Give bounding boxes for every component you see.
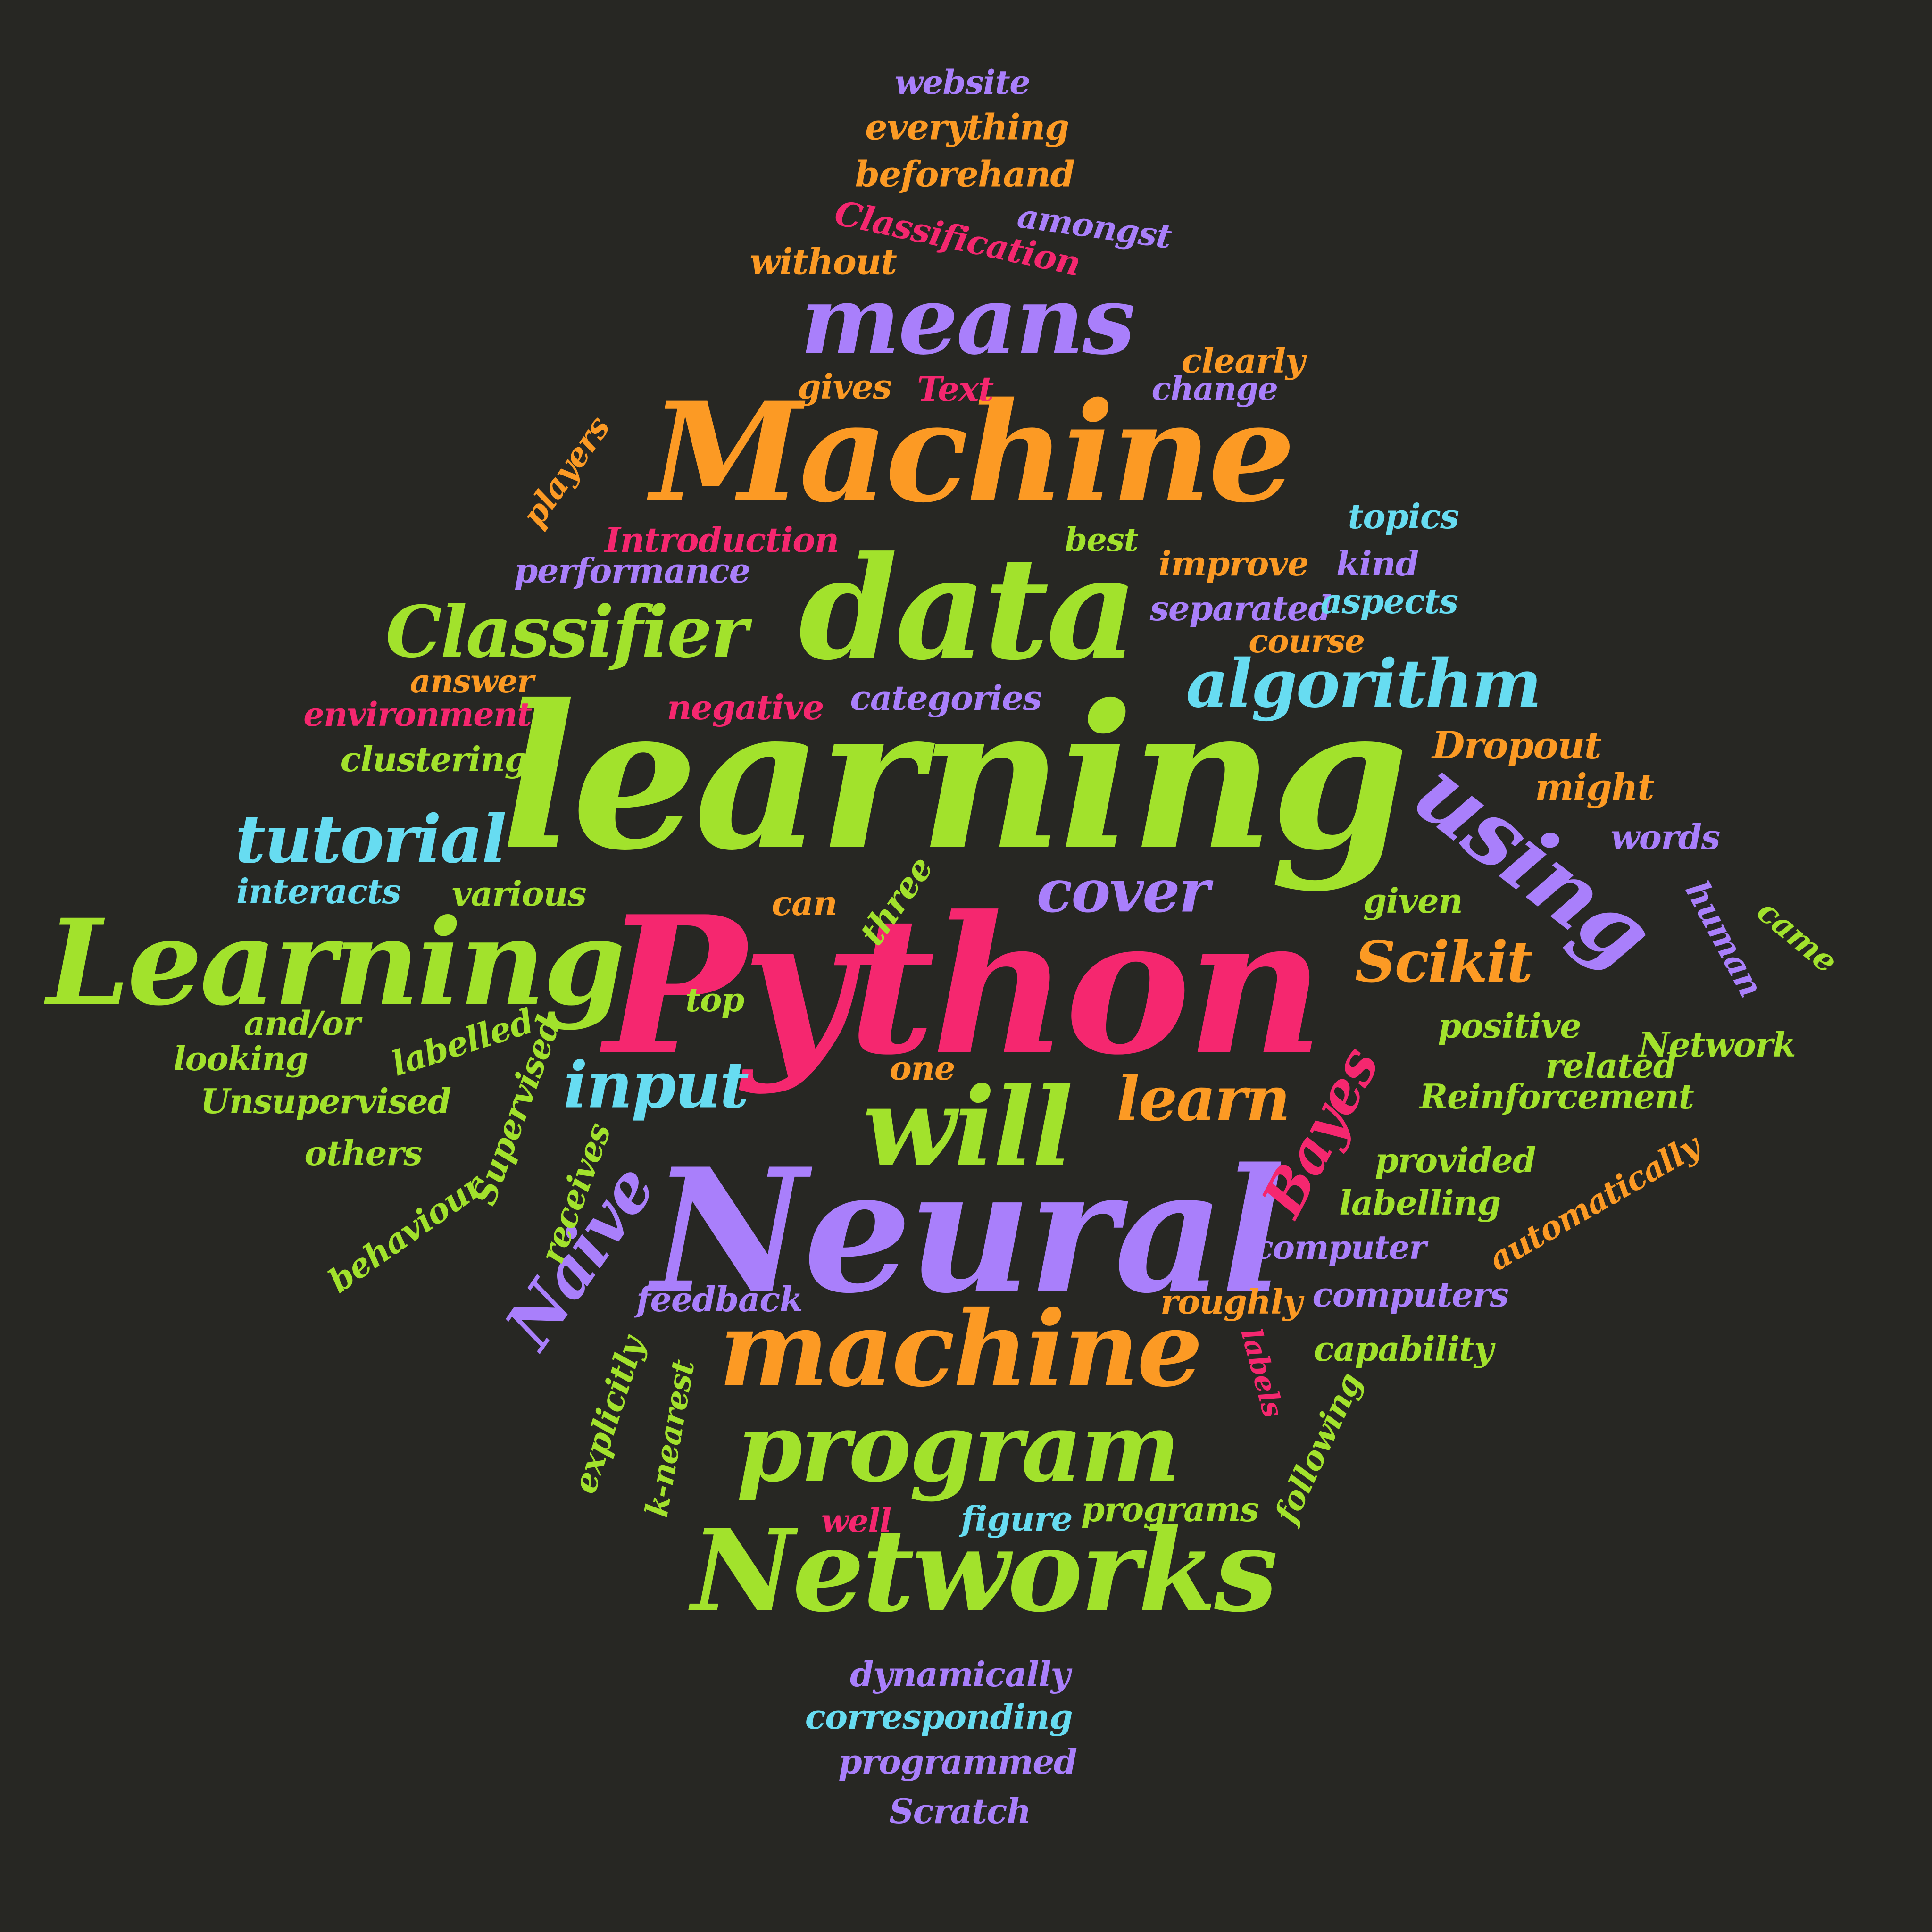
word-given: given — [1363, 881, 1463, 921]
word-looking: looking — [173, 1039, 308, 1078]
word-means: means — [800, 265, 1135, 376]
word-computers: computers — [1312, 1274, 1509, 1315]
word-beforehand: beforehand — [855, 153, 1075, 195]
word-figure: figure — [960, 1499, 1073, 1539]
word-one: one — [890, 1049, 955, 1088]
word-text: Text — [917, 369, 994, 409]
word-machine: Machine — [650, 373, 1295, 533]
word-input: input — [563, 1047, 749, 1123]
word-might: might — [1535, 766, 1654, 809]
word-scratch: Scratch — [889, 1791, 1031, 1831]
word-categories: categories — [850, 678, 1042, 718]
word-cover: cover — [1036, 857, 1210, 926]
word-programmed: programmed — [838, 1741, 1077, 1782]
word-came: came — [1749, 892, 1845, 981]
word-explicitly: explicitly — [565, 1332, 652, 1498]
word-classifier: Classifier — [385, 591, 748, 674]
word-kind: kind — [1336, 543, 1419, 583]
word-words: words — [1610, 817, 1720, 857]
word-aspects: aspects — [1320, 581, 1458, 621]
word-environment: environment — [303, 695, 532, 734]
word-programs: programs — [1081, 1489, 1259, 1529]
word-tutorial: tutorial — [235, 801, 507, 878]
word-network: Network — [1638, 1024, 1796, 1065]
word-clustering: clustering — [340, 739, 528, 779]
word-improve: improve — [1158, 543, 1309, 583]
word-provided: provided — [1374, 1140, 1536, 1180]
word-top: top — [685, 980, 744, 1019]
word-python: Python — [604, 875, 1324, 1097]
word-dropout: Dropout — [1432, 723, 1602, 767]
word-others: others — [304, 1133, 423, 1173]
word-algorithm: algorithm — [1186, 645, 1541, 723]
word-k-nearest: k-nearest — [638, 1357, 702, 1520]
word-course: course — [1249, 623, 1365, 660]
word-computer: computer — [1253, 1228, 1426, 1267]
word-capability: capability — [1313, 1329, 1494, 1369]
word-well: well — [821, 1502, 891, 1540]
word-will: will — [863, 1064, 1073, 1191]
word-unsupervised: Unsupervised — [200, 1081, 451, 1121]
word-following: following — [1267, 1367, 1370, 1529]
word-roughly: roughly — [1160, 1282, 1303, 1322]
word-labelling: labelling — [1339, 1183, 1501, 1223]
word-everything: everything — [865, 106, 1069, 148]
word-learning: Learning — [47, 893, 625, 1032]
word-networks: Networks — [691, 1504, 1278, 1637]
word-and-or: and/or — [244, 1004, 360, 1043]
word-human: human — [1677, 874, 1771, 1003]
word-program: program — [736, 1392, 1180, 1503]
word-answer: answer — [410, 663, 534, 700]
word-gives: gives — [797, 366, 892, 407]
word-clearly: clearly — [1181, 341, 1305, 381]
word-machine: machine — [719, 1288, 1203, 1410]
word-corresponding: corresponding — [805, 1697, 1073, 1737]
word-dynamically: dynamically — [850, 1654, 1070, 1694]
word-learn: learn — [1116, 1063, 1291, 1135]
word-website: website — [894, 63, 1031, 102]
word-can: can — [771, 883, 838, 923]
word-feedback: feedback — [636, 1279, 803, 1319]
word-best: best — [1065, 521, 1138, 559]
word-scikit: Scikit — [1355, 929, 1532, 995]
word-related: related — [1545, 1046, 1677, 1086]
word-topics: topics — [1348, 496, 1459, 536]
word-without: without — [749, 241, 897, 283]
word-various: various — [451, 874, 587, 914]
word-labels: labels — [1234, 1324, 1290, 1421]
word-change: change — [1151, 370, 1278, 408]
word-interacts: interacts — [236, 871, 401, 911]
word-data: data — [799, 525, 1138, 691]
word-behaviour: behaviour — [321, 1166, 490, 1301]
word-positive: positive — [1438, 1006, 1582, 1046]
word-introduction: Introduction — [605, 520, 839, 560]
word-neural: Neural — [651, 1131, 1286, 1331]
word-separated: separated — [1149, 588, 1332, 628]
word-learning: learning — [500, 662, 1409, 894]
word-players: players — [515, 409, 617, 534]
word-reinforcement: Reinforcement — [1419, 1076, 1694, 1116]
word-performance: performance — [514, 550, 750, 591]
word-negative: negative — [667, 687, 824, 727]
